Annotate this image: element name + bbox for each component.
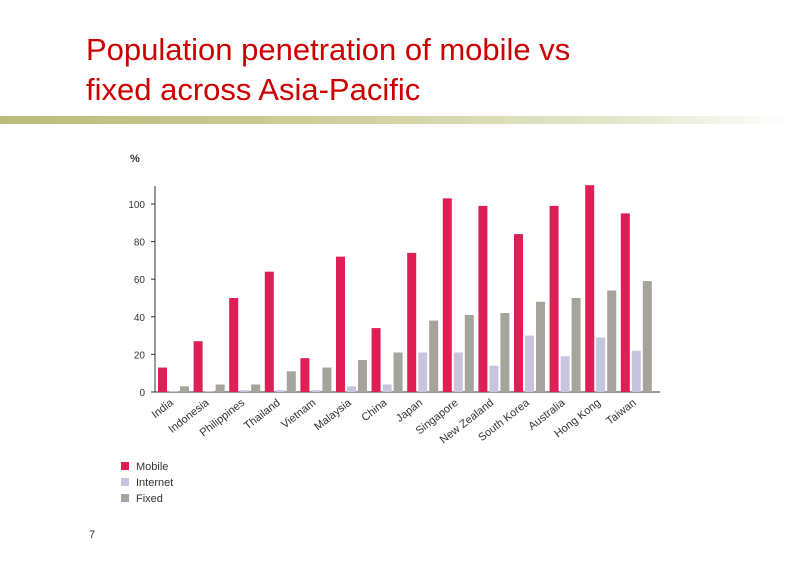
bar-mobile-taiwan <box>620 213 630 392</box>
bar-mobile-australia <box>549 205 559 392</box>
y-axis-unit-label: % <box>130 153 140 165</box>
x-tick-label-japan: Japan <box>394 397 425 425</box>
bar-internet-australia <box>560 356 570 392</box>
bar-internet-malaysia <box>347 386 356 392</box>
y-tick-label: 60 <box>134 275 146 286</box>
bar-fixed-japan <box>429 320 439 392</box>
legend-swatch-internet <box>121 478 129 486</box>
bar-mobile-indonesia <box>193 341 203 392</box>
bar-mobile-malaysia <box>336 256 345 392</box>
bar-internet-indonesia <box>204 391 214 392</box>
bar-mobile-singapore <box>442 198 452 392</box>
page-number: 7 <box>89 529 96 541</box>
bar-fixed-india <box>180 386 189 392</box>
x-tick-label-malaysia: Malaysia <box>312 396 354 433</box>
bar-mobile-japan <box>407 252 417 392</box>
bar-fixed-philippines <box>251 384 261 392</box>
bar-fixed-thailand <box>286 371 296 392</box>
bar-fixed-hong-kong <box>607 290 617 392</box>
bar-internet-philippines <box>240 390 250 392</box>
bar-mobile-vietnam <box>300 358 310 392</box>
bar-fixed-singapore <box>464 314 474 392</box>
legend-label-internet: Internet <box>136 477 173 489</box>
bar-mobile-india <box>158 367 167 392</box>
bar-fixed-taiwan <box>642 281 652 392</box>
legend-swatch-mobile <box>121 462 129 470</box>
bar-mobile-thailand <box>264 271 274 392</box>
bar-fixed-south-korea <box>536 301 545 392</box>
bar-internet-thailand <box>275 390 285 392</box>
y-tick-label: 100 <box>128 200 145 211</box>
bar-internet-new-zealand <box>489 365 499 392</box>
y-tick-label: 80 <box>134 238 146 249</box>
bar-mobile-philippines <box>229 298 239 392</box>
x-tick-label-china: China <box>359 396 390 424</box>
bar-fixed-indonesia <box>215 384 225 392</box>
bar-internet-south-korea <box>525 335 534 392</box>
bar-mobile-south-korea <box>514 234 523 392</box>
bar-mobile-hong-kong <box>585 185 595 392</box>
bar-fixed-malaysia <box>358 360 367 392</box>
x-tick-label-thailand: Thailand <box>242 397 283 432</box>
y-tick-label: 40 <box>134 313 146 324</box>
slide-title-line-2: fixed across Asia-Pacific <box>86 72 421 107</box>
bar-fixed-vietnam <box>322 367 332 392</box>
bar-internet-taiwan <box>631 350 641 392</box>
bar-internet-hong-kong <box>596 337 606 392</box>
bar-internet-singapore <box>453 352 463 392</box>
x-tick-label-taiwan: Taiwan <box>604 397 638 428</box>
legend-label-mobile: Mobile <box>136 461 168 473</box>
x-tick-label-india: India <box>150 396 177 421</box>
bar-fixed-new-zealand <box>500 313 510 392</box>
y-tick-label: 0 <box>139 388 145 399</box>
bar-mobile-china <box>371 328 381 392</box>
bar-mobile-new-zealand <box>478 205 488 392</box>
bar-internet-vietnam <box>311 390 321 392</box>
bar-fixed-china <box>393 352 403 392</box>
bar-internet-china <box>382 384 392 392</box>
y-tick-label: 20 <box>134 350 146 361</box>
bar-internet-india <box>169 391 178 392</box>
title-divider <box>0 116 792 124</box>
bar-internet-japan <box>418 352 428 392</box>
bar-fixed-australia <box>571 298 581 392</box>
legend-swatch-fixed <box>121 494 129 502</box>
legend-label-fixed: Fixed <box>136 493 163 505</box>
slide-title: Population penetration of mobile vs fixe… <box>86 30 706 110</box>
slide-title-line-1: Population penetration of mobile vs <box>86 32 571 67</box>
x-tick-label-vietnam: Vietnam <box>279 397 318 431</box>
